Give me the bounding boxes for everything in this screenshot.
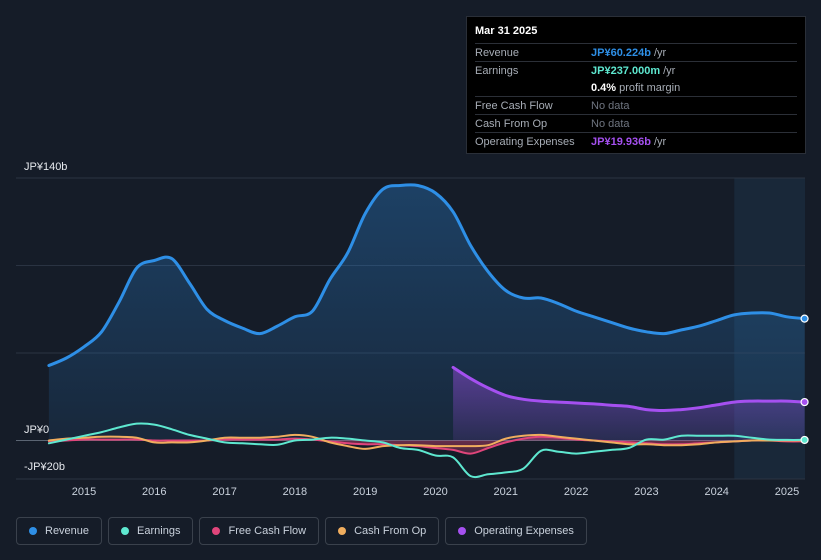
- tooltip-earnings-unit: /yr: [663, 64, 676, 77]
- tooltip-date: Mar 31 2025: [475, 25, 538, 37]
- x-tick-2017: 2017: [212, 486, 236, 498]
- tooltip-cfo-label: Cash From Op: [475, 117, 548, 130]
- legend-earnings-dot: [121, 527, 130, 535]
- legend-revenue[interactable]: Revenue: [16, 517, 103, 545]
- end-dot-revenue: [800, 314, 809, 323]
- tooltip-opex-row: Operating Expenses JP¥19.936b /yr: [475, 132, 797, 150]
- legend-revenue-label: Revenue: [45, 525, 90, 537]
- tooltip-earnings-row: Earnings JP¥237.000m /yr: [475, 61, 797, 79]
- data-tooltip: Mar 31 2025 Revenue JP¥60.224b /yr Earni…: [466, 16, 806, 154]
- series-line-revenue: [47, 183, 807, 367]
- tooltip-opex-unit: /yr: [653, 135, 667, 148]
- legend-cfo[interactable]: Cash From Op: [325, 517, 440, 545]
- series-line-cfo: [47, 433, 806, 450]
- legend-opex-label: Operating Expenses: [474, 525, 574, 537]
- tooltip-margin-value: 0.4%: [591, 81, 617, 94]
- x-tick-2015: 2015: [72, 486, 96, 498]
- x-tick-2021: 2021: [494, 486, 518, 498]
- legend-opex-dot: [458, 527, 467, 535]
- tooltip-revenue-unit: /yr: [653, 46, 667, 59]
- tooltip-margin-label: profit margin: [619, 81, 681, 94]
- legend-earnings-label: Earnings: [137, 525, 181, 537]
- tooltip-earnings-label: Earnings: [475, 64, 519, 77]
- tooltip-margin-row: 0.4% profit margin: [475, 79, 797, 96]
- x-tick-2022: 2022: [564, 486, 588, 498]
- x-tick-2023: 2023: [634, 486, 658, 498]
- tooltip-fcf-value: No data: [591, 99, 630, 112]
- end-dots: [800, 314, 809, 445]
- tooltip-fcf-label: Free Cash Flow: [475, 99, 553, 112]
- legend-cfo-label: Cash From Op: [354, 525, 427, 537]
- x-axis-ticks: 2015 2016 2017 2018 2019 2020 2021 2022 2023 2024…: [72, 486, 799, 498]
- y-axis-bottom-label: -JP¥20b: [24, 461, 65, 473]
- series-area-revenue: [48, 184, 805, 441]
- x-tick-2024: 2024: [704, 486, 728, 498]
- tooltip-cfo-row: Cash From Op No data: [475, 114, 797, 132]
- x-tick-2025: 2025: [775, 486, 799, 498]
- tooltip-cfo-value: No data: [591, 117, 630, 130]
- x-tick-2016: 2016: [142, 486, 166, 498]
- legend-cfo-dot: [338, 527, 347, 535]
- y-axis-zero-label: JP¥0: [24, 424, 49, 436]
- legend-fcf-dot: [212, 527, 221, 535]
- y-axis-top-label: JP¥140b: [24, 161, 67, 173]
- tooltip-fcf-row: Free Cash Flow No data: [475, 96, 797, 114]
- legend-earnings[interactable]: Earnings: [108, 517, 194, 545]
- tooltip-revenue-row: Revenue JP¥60.224b /yr: [475, 43, 797, 61]
- chart-legend: Revenue Earnings Free Cash Flow Cash Fro…: [16, 517, 587, 545]
- end-dot-earnings: [800, 435, 809, 445]
- tooltip-earnings-value: JP¥237.000m: [591, 64, 661, 77]
- tooltip-revenue-label: Revenue: [475, 46, 520, 59]
- legend-revenue-dot: [29, 527, 37, 535]
- x-tick-2019: 2019: [353, 486, 377, 498]
- series-group: [47, 183, 807, 479]
- x-tick-2018: 2018: [283, 486, 307, 498]
- series-line-opex: [451, 365, 807, 412]
- legend-opex[interactable]: Operating Expenses: [445, 517, 587, 545]
- series-line-earnings: [47, 422, 806, 479]
- x-tick-2020: 2020: [423, 486, 447, 498]
- legend-fcf-label: Free Cash Flow: [228, 525, 307, 537]
- end-dot-opex: [800, 397, 809, 407]
- series-area-opex: [453, 367, 805, 441]
- legend-fcf[interactable]: Free Cash Flow: [199, 517, 320, 545]
- tooltip-opex-value: JP¥19.936b: [591, 135, 651, 148]
- tooltip-revenue-value: JP¥60.224b: [591, 46, 651, 59]
- tooltip-opex-label: Operating Expenses: [475, 135, 575, 148]
